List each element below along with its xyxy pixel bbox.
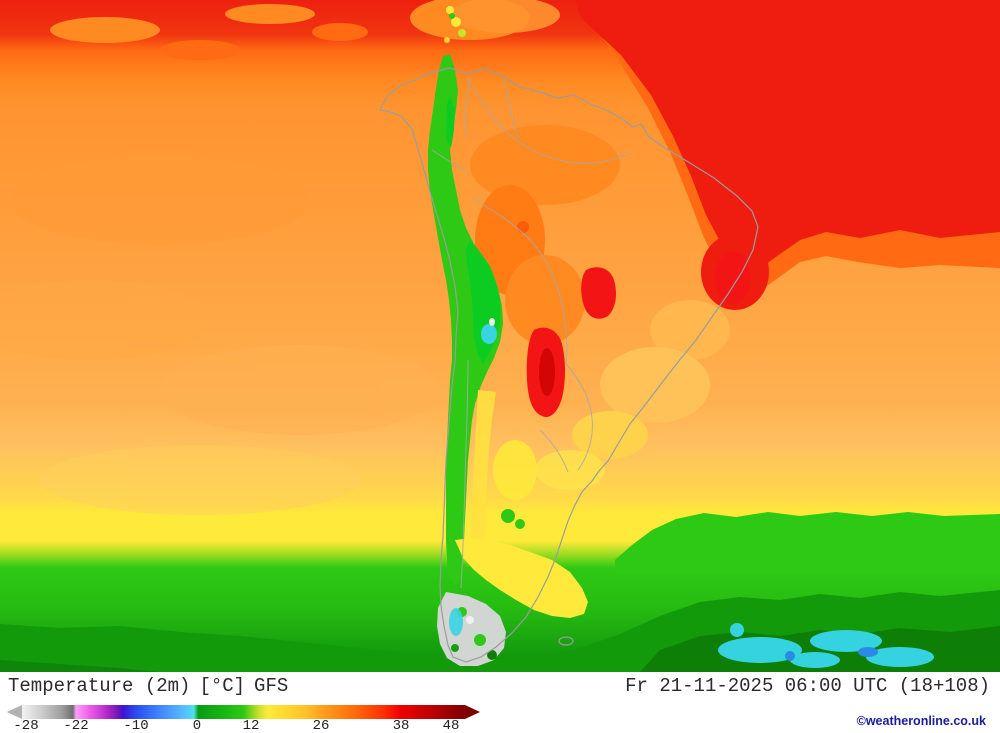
south-america-temperature-svg: [0, 0, 1000, 672]
map-title: Temperature (2m) [°C] GFS: [8, 675, 288, 697]
copyright-label: ©weatheronline.co.uk: [856, 714, 986, 728]
legend-right-arrow: [465, 705, 480, 719]
legend-tick: 0: [192, 718, 202, 733]
hot-spots: [517, 221, 616, 418]
temperature-map: [0, 0, 1000, 672]
legend-tick: 48: [442, 718, 460, 733]
patagonia-ice: [437, 592, 506, 666]
atlantic-hot-region: [575, 0, 1000, 310]
unit-label: [°C]: [199, 675, 246, 697]
legend-tick: 26: [312, 718, 330, 733]
cold-patches: [718, 623, 934, 668]
legend-tick: -10: [123, 718, 149, 733]
parameter-label: Temperature (2m): [8, 675, 191, 697]
footer-bar: Temperature (2m) [°C] GFS Fr 21-11-2025 06…: [0, 672, 1000, 733]
legend-tick: 38: [392, 718, 410, 733]
model-label: GFS: [254, 675, 289, 697]
coastlines: [379, 67, 759, 663]
legend-left-arrow: [7, 705, 22, 719]
legend-gradient: [22, 705, 465, 719]
datetime-label: Fr 21-11-2025 06:00 UTC (18+108): [625, 675, 990, 697]
country-borders: [431, 77, 631, 589]
southern-warm-tongue: [455, 538, 588, 618]
legend-tick: 12: [242, 718, 260, 733]
legend-tick: -28: [13, 718, 39, 733]
pacific-patches: [0, 155, 440, 515]
top-band-patches: [50, 0, 560, 60]
legend-tick: -22: [63, 718, 89, 733]
